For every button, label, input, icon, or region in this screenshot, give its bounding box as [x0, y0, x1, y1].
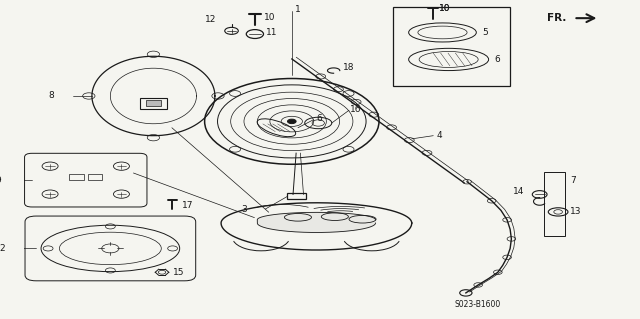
Text: 3: 3 [241, 205, 247, 214]
Text: FR.: FR. [547, 13, 566, 23]
Polygon shape [221, 203, 412, 250]
FancyBboxPatch shape [146, 100, 161, 106]
Text: 17: 17 [182, 201, 193, 210]
Text: 11: 11 [266, 28, 278, 37]
Text: 9: 9 [0, 176, 1, 185]
Text: S023-B1600: S023-B1600 [455, 300, 501, 309]
Text: 7: 7 [570, 176, 576, 185]
Text: 18: 18 [343, 63, 355, 72]
Text: 8: 8 [49, 92, 54, 100]
Text: 1: 1 [295, 5, 301, 14]
Text: 5: 5 [483, 28, 488, 37]
Bar [394, 7, 510, 86]
Text: 13: 13 [570, 207, 582, 216]
Text: 2: 2 [0, 244, 5, 253]
Text: 4: 4 [436, 131, 442, 140]
Text: 15: 15 [173, 268, 184, 277]
Circle shape [287, 119, 296, 123]
Text: 10: 10 [440, 4, 451, 13]
Polygon shape [92, 56, 215, 136]
Text: 10: 10 [440, 4, 451, 13]
Text: 12: 12 [205, 15, 216, 24]
Text: 16: 16 [350, 105, 362, 114]
Polygon shape [257, 212, 376, 233]
Text: 10: 10 [264, 13, 276, 22]
Text: 14: 14 [513, 187, 524, 196]
Bar [544, 172, 566, 236]
Text: 6: 6 [316, 114, 322, 123]
Text: 6: 6 [495, 55, 500, 64]
